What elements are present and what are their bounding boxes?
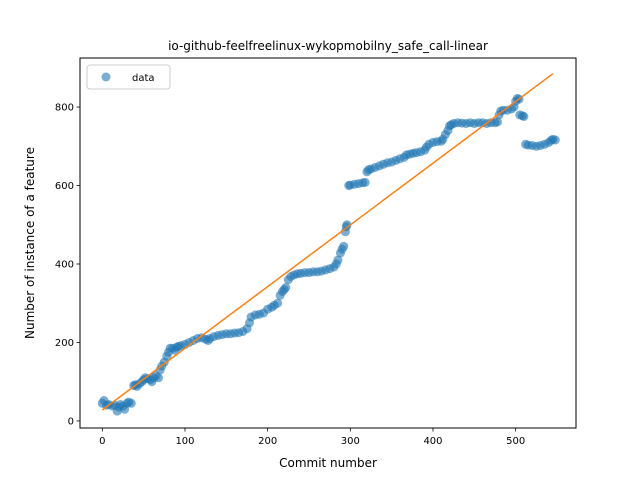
y-tick-label: 800 bbox=[55, 103, 74, 114]
data-point bbox=[493, 117, 502, 127]
y-tick-label: 200 bbox=[55, 338, 74, 349]
data-point bbox=[342, 220, 352, 230]
x-tick-label: 0 bbox=[99, 436, 105, 447]
x-tick-label: 500 bbox=[506, 436, 525, 447]
data-point bbox=[519, 112, 529, 121]
y-tick-label: 0 bbox=[68, 416, 74, 427]
data-point bbox=[360, 177, 370, 187]
y-axis-label: Number of instance of a feature bbox=[23, 147, 37, 339]
legend-data-marker bbox=[101, 72, 111, 82]
x-tick-label: 300 bbox=[341, 436, 360, 447]
data-point bbox=[333, 255, 343, 265]
fit-layer bbox=[101, 73, 554, 411]
fit-line bbox=[101, 73, 554, 411]
x-tick-label: 200 bbox=[258, 436, 277, 447]
data-point bbox=[281, 283, 291, 292]
y-tick-label: 600 bbox=[55, 181, 74, 192]
x-tick-label: 100 bbox=[175, 436, 194, 447]
x-tick-label: 400 bbox=[423, 436, 442, 447]
data-point bbox=[550, 135, 560, 145]
data-layer bbox=[97, 93, 560, 416]
y-tick-label: 400 bbox=[55, 259, 74, 270]
legend: data bbox=[86, 64, 171, 90]
legend-box bbox=[86, 64, 171, 90]
data-point bbox=[126, 398, 136, 408]
chart-title: io-github-feelfreelinux-wykopmobilny_saf… bbox=[168, 39, 488, 53]
data-point bbox=[339, 241, 349, 251]
legend-data-label: data bbox=[132, 73, 155, 84]
data-point bbox=[154, 373, 163, 383]
plot-frame bbox=[79, 57, 577, 429]
ticks-layer: 0 100 200 300 400 500 0 200 400 600 800 bbox=[55, 103, 525, 447]
x-axis-label: Commit number bbox=[279, 456, 377, 470]
data-point bbox=[273, 298, 283, 308]
